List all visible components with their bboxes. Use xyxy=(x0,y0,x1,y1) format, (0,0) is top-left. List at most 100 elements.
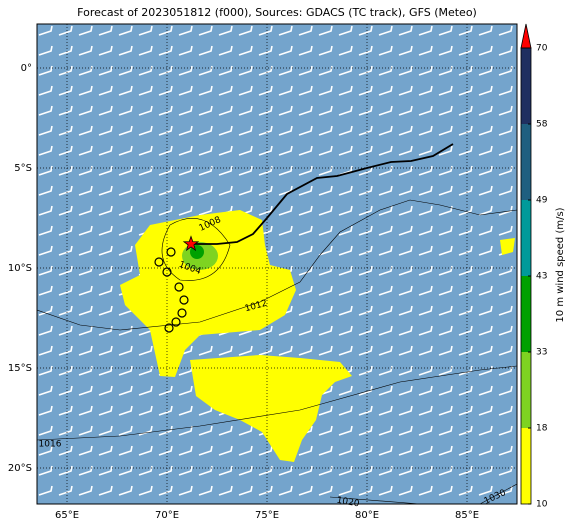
colorbar-tick-label: 18 xyxy=(536,424,548,434)
wind-barb xyxy=(378,125,393,136)
wind-barb xyxy=(298,45,313,56)
wind-barb xyxy=(178,185,193,196)
wind-barb xyxy=(98,225,113,236)
wind-barb xyxy=(338,385,353,396)
wind-barb xyxy=(478,285,493,296)
wind-barb xyxy=(258,445,273,456)
wind-barb xyxy=(98,265,113,276)
wind-barb xyxy=(318,185,333,196)
wind-barb xyxy=(138,445,153,456)
wind-barb xyxy=(438,405,453,416)
wind-barb xyxy=(438,185,453,196)
wind-barb xyxy=(58,425,73,436)
wind-barb xyxy=(178,145,193,156)
wind-barb xyxy=(78,385,93,396)
wind-barb xyxy=(118,65,133,76)
wind-barb xyxy=(358,85,373,96)
wind-barb xyxy=(458,485,473,496)
wind-barb xyxy=(398,485,413,496)
wind-barb xyxy=(418,105,433,116)
wind-barb xyxy=(478,265,493,276)
wind-barb xyxy=(398,165,413,176)
wind-barb xyxy=(458,85,473,96)
wind-barb xyxy=(358,465,373,476)
wind-barb xyxy=(458,25,473,36)
wind-barb xyxy=(58,345,73,356)
position-marker xyxy=(164,323,174,333)
wind-barb xyxy=(458,205,473,216)
wind-barb xyxy=(378,305,393,316)
colorbar-tick-label: 10 xyxy=(536,500,548,510)
wind-barb xyxy=(278,165,293,176)
wind-barb xyxy=(378,225,393,236)
colorbar-tick-label: 49 xyxy=(536,196,548,206)
wind-barb xyxy=(178,445,193,456)
colorbar-band xyxy=(521,428,531,504)
wind-barb xyxy=(158,205,173,216)
wind-barb xyxy=(258,125,273,136)
wind-barb xyxy=(498,185,513,196)
wind-barb xyxy=(198,105,213,116)
wind-barb xyxy=(378,445,393,456)
isobar xyxy=(161,218,231,281)
wind-barb xyxy=(38,225,53,236)
colorbar-band xyxy=(521,48,531,124)
wind-barb xyxy=(218,105,233,116)
wind-barb xyxy=(38,325,53,336)
wind-barb xyxy=(58,85,73,96)
wind-barb xyxy=(478,405,493,416)
wind-barb xyxy=(198,145,213,156)
wind-barb xyxy=(458,45,473,56)
plot-frame xyxy=(36,23,518,505)
wind-barb xyxy=(238,25,253,36)
wind-barb xyxy=(418,45,433,56)
isobar xyxy=(37,199,517,331)
x-tick-label: 75°E xyxy=(255,510,279,521)
wind-barb xyxy=(138,405,153,416)
wind-barb xyxy=(278,465,293,476)
wind-barb xyxy=(158,85,173,96)
wind-barb xyxy=(278,245,293,256)
wind-barb xyxy=(478,25,493,36)
wind-barb xyxy=(138,485,153,496)
contour-label: 1016 xyxy=(39,440,62,450)
wind-barb xyxy=(138,105,153,116)
wind-barb xyxy=(398,145,413,156)
wind-barb xyxy=(318,305,333,316)
wind-barb xyxy=(358,185,373,196)
wind-barb xyxy=(398,245,413,256)
wind-barb xyxy=(118,425,133,436)
wind-barb xyxy=(418,405,433,416)
wind-barb xyxy=(298,345,313,356)
wind-barb xyxy=(178,485,193,496)
wind-barb xyxy=(298,205,313,216)
wind-barb xyxy=(78,105,93,116)
wind-barb xyxy=(278,65,293,76)
wind-barb xyxy=(98,245,113,256)
wind-barb xyxy=(38,385,53,396)
wind-barb xyxy=(438,345,453,356)
wind-barb xyxy=(338,425,353,436)
wind-barb xyxy=(58,165,73,176)
wind-barb xyxy=(58,405,73,416)
contour-label: 1020 xyxy=(336,496,361,510)
wind-barb xyxy=(198,485,213,496)
x-tick-label: 65°E xyxy=(55,510,79,521)
isobar xyxy=(329,496,421,504)
wind-barb xyxy=(98,445,113,456)
wind-barb xyxy=(278,345,293,356)
wind-barb xyxy=(418,325,433,336)
wind-barb xyxy=(318,205,333,216)
wind-barb xyxy=(418,445,433,456)
wind-barb xyxy=(118,85,133,96)
wind-barb xyxy=(398,65,413,76)
wind-barb xyxy=(358,345,373,356)
wind-barb xyxy=(238,345,253,356)
wind-barb xyxy=(218,445,233,456)
wind-barb xyxy=(498,385,513,396)
wind-barb xyxy=(78,485,93,496)
wind-barb xyxy=(478,385,493,396)
wind-barb xyxy=(398,205,413,216)
wind-barb xyxy=(118,165,133,176)
wind-barb xyxy=(238,485,253,496)
